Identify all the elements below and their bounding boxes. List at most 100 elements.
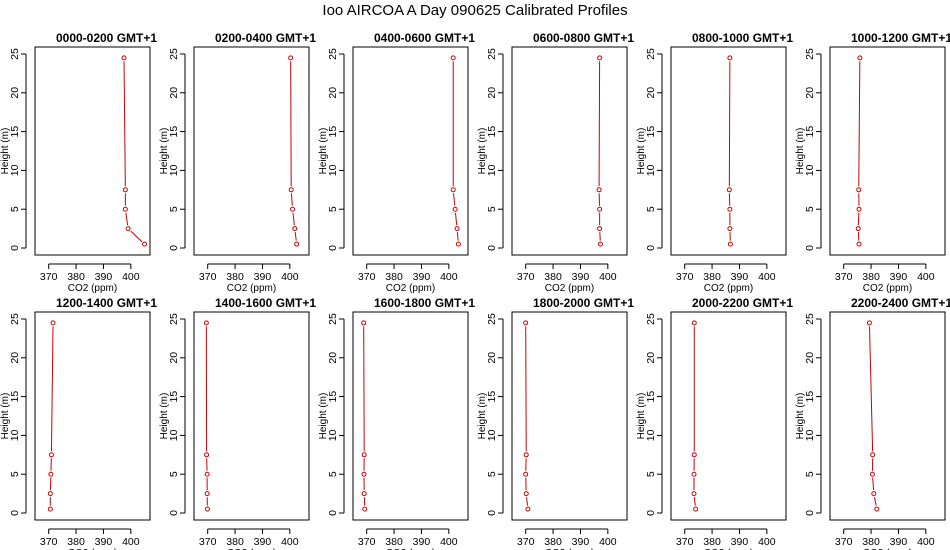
profile-line-segment <box>858 61 861 187</box>
y-axis-label: Height (m) <box>159 393 170 440</box>
y-axis-label: Height (m) <box>318 128 329 175</box>
y-tick-label: 25 <box>168 313 180 325</box>
x-tick-label: 370 <box>676 271 694 283</box>
x-axis-label: CO2 (ppm) <box>863 283 912 294</box>
y-axis-label: Height (m) <box>477 393 488 440</box>
x-tick-label: 370 <box>676 536 694 548</box>
x-axis-label: CO2 (ppm) <box>545 283 594 294</box>
x-tick-label: 390 <box>731 271 749 283</box>
y-tick-label: 5 <box>9 471 21 477</box>
data-point <box>454 226 460 232</box>
x-tick-label: 400 <box>599 536 617 548</box>
y-tick-label: 10 <box>645 429 657 441</box>
y-tick-label: 0 <box>486 245 498 251</box>
data-point <box>726 187 732 193</box>
y-tick-label: 0 <box>645 245 657 251</box>
profile-line-segment <box>454 212 458 226</box>
y-tick-label: 10 <box>9 429 21 441</box>
data-point <box>450 55 456 61</box>
panel-title: 1800-2000 GMT+1 <box>533 296 634 310</box>
panel-title: 1000-1200 GMT+1 <box>851 31 950 45</box>
data-point <box>871 491 877 497</box>
data-point <box>856 187 862 193</box>
y-tick-label: 0 <box>9 510 21 516</box>
profile-line-segment <box>598 61 601 187</box>
x-tick-label: 380 <box>703 536 721 548</box>
plot-box <box>34 311 151 521</box>
x-tick-label: 390 <box>254 271 272 283</box>
profile-line-segment <box>294 232 297 241</box>
y-axis-label: Height (m) <box>636 393 647 440</box>
data-point <box>142 241 148 247</box>
profile-line-segment <box>728 61 731 187</box>
data-point <box>874 506 880 512</box>
x-tick-label: 380 <box>862 536 880 548</box>
data-point <box>693 506 699 512</box>
data-point <box>203 320 209 326</box>
x-tick-label: 370 <box>358 271 376 283</box>
x-tick-label: 390 <box>731 536 749 548</box>
y-tick-label: 0 <box>168 510 180 516</box>
x-tick-label: 380 <box>385 536 403 548</box>
data-point <box>523 491 529 497</box>
data-point <box>294 241 300 247</box>
profile-line-segment <box>693 497 696 506</box>
profile-panel-6: 1000-1200 GMT+1 370 380 390 400 CO2 (ppm) 0 5 10… <box>795 31 950 294</box>
x-tick-label: 370 <box>835 271 853 283</box>
x-tick-label: 400 <box>758 271 776 283</box>
data-point <box>292 226 298 232</box>
x-tick-label: 400 <box>281 271 299 283</box>
data-point <box>856 206 862 212</box>
y-tick-label: 15 <box>486 391 498 403</box>
profile-line-segment <box>857 212 860 226</box>
profile-panel-4: 0600-0800 GMT+1 370 380 390 400 CO2 (ppm) 0 5 10… <box>477 31 634 294</box>
profile-line-segment <box>290 193 293 206</box>
profile-line-segment <box>525 326 527 452</box>
data-point <box>204 506 210 512</box>
data-point <box>288 187 294 193</box>
x-tick-label: 390 <box>413 271 431 283</box>
profile-panel-5: 0800-1000 GMT+1 370 380 390 400 CO2 (ppm) 0 5 10… <box>636 31 793 294</box>
x-axis-label: CO2 (ppm) <box>68 548 117 550</box>
x-tick-label: 380 <box>67 271 85 283</box>
profile-line-segment <box>292 212 295 226</box>
y-tick-label: 25 <box>486 313 498 325</box>
plot-box <box>511 46 628 256</box>
y-tick-label: 20 <box>804 87 816 99</box>
x-tick-label: 400 <box>281 536 299 548</box>
y-tick-label: 10 <box>804 164 816 176</box>
y-tick-label: 20 <box>168 352 180 364</box>
y-tick-label: 15 <box>645 391 657 403</box>
panel-title: 1400-1600 GMT+1 <box>215 296 316 310</box>
profile-line-segment <box>526 497 529 506</box>
panel-title: 0200-0400 GMT+1 <box>215 31 316 45</box>
profile-panel-7: 1200-1400 GMT+1 370 380 390 400 CO2 (ppm) 0 5 10… <box>0 296 157 550</box>
y-tick-label: 15 <box>804 126 816 138</box>
y-tick-label: 25 <box>9 48 21 60</box>
x-tick-label: 380 <box>226 536 244 548</box>
profile-panel-10: 1800-2000 GMT+1 370 380 390 400 CO2 (ppm) 0 5 10… <box>477 296 634 550</box>
data-point <box>857 55 863 61</box>
data-point <box>204 452 210 458</box>
profile-line-segment <box>453 193 456 206</box>
profile-panel-11: 2000-2200 GMT+1 370 380 390 400 CO2 (ppm) 0 5 10… <box>636 296 793 550</box>
profile-line-segment <box>869 326 874 452</box>
y-tick-label: 0 <box>804 245 816 251</box>
data-point <box>204 491 210 497</box>
y-tick-label: 20 <box>645 352 657 364</box>
y-tick-label: 25 <box>486 48 498 60</box>
y-tick-label: 20 <box>327 352 339 364</box>
profile-line-segment <box>873 496 877 506</box>
y-tick-label: 25 <box>9 313 21 325</box>
data-point <box>122 206 128 212</box>
data-point <box>691 491 697 497</box>
y-tick-label: 5 <box>327 471 339 477</box>
data-point <box>525 506 531 512</box>
x-tick-label: 390 <box>572 536 590 548</box>
y-tick-label: 20 <box>486 87 498 99</box>
x-tick-label: 390 <box>95 271 113 283</box>
x-tick-label: 370 <box>835 536 853 548</box>
y-tick-label: 15 <box>327 126 339 138</box>
profile-line-segment <box>130 230 143 243</box>
x-tick-label: 400 <box>122 536 140 548</box>
